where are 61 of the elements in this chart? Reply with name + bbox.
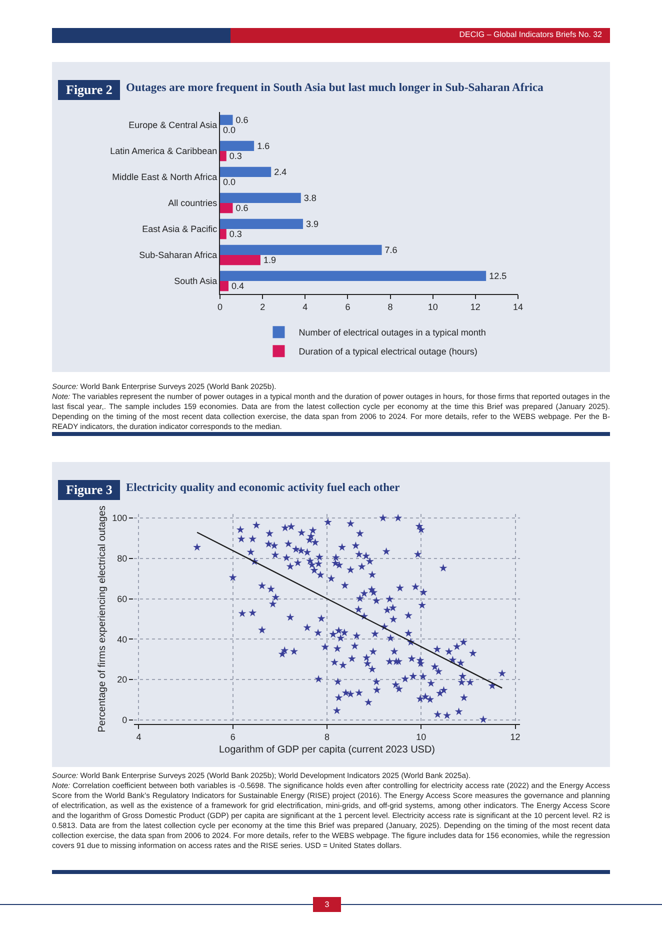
data-label: 1.6 [257,140,270,151]
bar [220,151,226,162]
y-tick-label: South Asia [174,276,218,286]
bar [220,203,233,214]
x-tick-label: 12 [470,302,480,312]
y-axis-title: Percentage of firms experiencing electrical outages [97,506,108,732]
text: 3 [313,897,341,912]
y-tick-label: 0 [122,715,128,726]
data-label: 0.3 [229,229,242,240]
bar [220,192,301,203]
x-tick-label: 8 [324,732,330,742]
x-tick-label: 10 [428,302,438,312]
x-axis-title: Logarithm of GDP per capita (current 2023 USD) [218,744,436,756]
bar [220,270,486,281]
legend-label: Duration of a typical electrical outage (hours) [298,346,478,357]
caption: Figure 3 [58,480,120,500]
data-label: 0.0 [223,177,236,188]
bar [220,218,304,229]
x-tick-label: 6 [230,732,236,742]
y-tick-label: 60 [117,594,128,604]
chart-title: Electricity quality and economic activity fuel each other [126,482,400,494]
data-label: 1.9 [263,255,276,266]
data-label: 3.9 [306,218,319,229]
bar [220,281,229,292]
bar [220,166,272,177]
y-tick-label: Europe & Central Asia [128,120,218,130]
x-tick-label: 10 [416,732,426,742]
y-tick-label: 20 [117,674,128,685]
y-tick-label: 40 [117,634,128,644]
bar [220,244,382,255]
bar [220,114,233,125]
bar [220,255,260,266]
bar [220,140,254,151]
x-tick-label: 4 [136,732,142,742]
y-tick-label: 80 [117,554,128,564]
x-tick-label: 6 [345,302,350,312]
x-tick-label: 12 [510,732,520,742]
y-tick-label: All countries [168,198,218,208]
data-label: 0.6 [236,114,248,125]
chart-title: Outages are more frequent in South Asia but last much longer in Sub-Saharan Africa [126,82,544,94]
x-tick-label: 2 [260,302,266,312]
data-label: 0.4 [232,281,244,292]
y-tick-label: East Asia & Pacific [142,224,218,234]
data-label: 12.5 [489,270,507,281]
caption: Figure 2 [58,80,120,100]
x-tick-label: 8 [388,302,393,312]
y-tick-label: Middle East & North Africa [112,172,218,182]
data-label: 0.6 [236,203,248,214]
bar [220,229,226,240]
y-tick-label: Latin America & Caribbean [110,146,218,156]
data-label: 7.6 [384,244,398,255]
x-tick-label: 14 [512,302,524,312]
header-strip: DECIG – Global Indicators Briefs No. 32 [52,28,610,43]
legend-label: Number of electrical outages in a typical month [298,328,486,338]
data-label: 0.3 [229,151,242,162]
data-label: 2.4 [274,166,287,177]
y-tick-label: 100 [112,513,128,524]
data-label: 3.8 [304,192,316,203]
data-label: 0.0 [223,125,236,136]
y-tick-label: Sub-Saharan Africa [139,250,218,260]
x-tick-label: 4 [302,302,308,312]
